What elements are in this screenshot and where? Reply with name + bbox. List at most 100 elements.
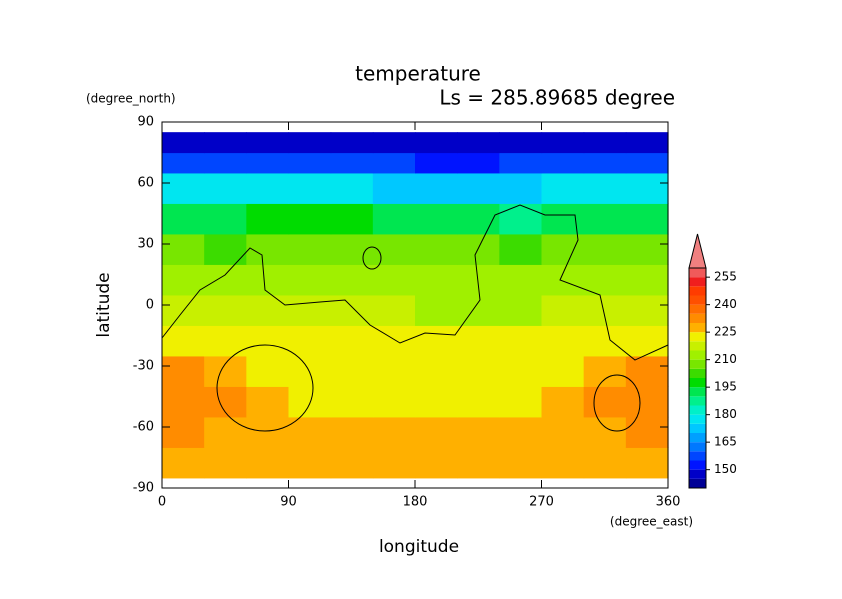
field-cell	[541, 264, 585, 296]
field-cell	[246, 264, 290, 296]
field-cell	[625, 264, 669, 296]
field-cell	[288, 447, 332, 479]
colorbar-box	[689, 478, 706, 488]
field-cell	[162, 386, 205, 418]
y-axis-label: latitude	[94, 272, 114, 337]
colorbar-box	[689, 405, 706, 415]
colorbar-box	[689, 277, 706, 287]
field-cell	[246, 325, 290, 357]
y-unit: (degree_north)	[86, 92, 176, 106]
field-cell	[162, 264, 205, 296]
contour-line	[362, 246, 382, 270]
x-tick-label: 360	[656, 495, 681, 510]
field-cell	[288, 325, 332, 357]
field-cell	[372, 172, 416, 204]
field-cell	[457, 172, 500, 204]
y-tick-label: 60	[137, 176, 154, 191]
field-cell	[457, 325, 500, 357]
field-cell	[583, 203, 627, 235]
field-cell	[457, 152, 500, 174]
field-cell	[162, 447, 205, 479]
field-cell	[625, 355, 669, 387]
colorbar: 150 165 180 195 210 225 240 255	[688, 233, 737, 489]
field-cell	[330, 386, 374, 418]
field-cell	[372, 132, 416, 154]
field-cell	[246, 386, 290, 418]
field-cell	[541, 355, 585, 387]
field-cell	[499, 355, 543, 387]
colorbar-box	[689, 396, 706, 406]
colorbar-tick-label: 210	[714, 352, 737, 366]
field-cell	[372, 447, 416, 479]
colorbar-box	[689, 332, 706, 342]
field-cell	[204, 264, 247, 296]
x-tick-label: 90	[280, 495, 297, 510]
field-cell	[415, 325, 458, 357]
x-tick-label: 270	[529, 495, 554, 510]
colorbar-tick-label: 195	[714, 380, 737, 394]
x-tick-label: 180	[403, 495, 428, 510]
field-cell	[288, 132, 332, 154]
field-cell	[372, 264, 416, 296]
field	[162, 132, 669, 479]
colorbar-tick-label: 225	[714, 325, 737, 339]
field-cell	[162, 325, 205, 357]
field-cell	[246, 172, 290, 204]
field-cell	[415, 233, 458, 265]
field-cell	[204, 233, 247, 265]
field-cell	[415, 264, 458, 296]
y-tick-label: 90	[137, 115, 154, 130]
colorbar-box	[689, 341, 706, 351]
field-cell	[204, 152, 247, 174]
field-cell	[204, 447, 247, 479]
colorbar-tick-label: 240	[714, 297, 737, 311]
field-cell	[330, 264, 374, 296]
colorbar-box	[689, 414, 706, 424]
chart-title: temperature	[355, 62, 481, 86]
field-cell	[372, 416, 416, 448]
field-cell	[499, 294, 543, 326]
topography-contour	[161, 204, 669, 432]
field-cell	[330, 132, 374, 154]
field-cell	[288, 294, 332, 326]
field-cell	[246, 355, 290, 387]
field-cell	[415, 203, 458, 235]
x-unit: (degree_east)	[610, 515, 693, 529]
field-cell	[330, 355, 374, 387]
field-cell	[162, 355, 205, 387]
colorbar-tick-label: 150	[714, 462, 737, 476]
field-cell	[625, 203, 669, 235]
y-tick-label: -30	[133, 359, 154, 374]
field-cell	[330, 294, 374, 326]
field-cell	[246, 203, 290, 235]
field-cell	[457, 132, 500, 154]
field-cell	[541, 294, 585, 326]
field-cell	[415, 386, 458, 418]
field-cell	[162, 172, 205, 204]
field-cell	[541, 132, 585, 154]
field-cell	[583, 152, 627, 174]
field-cell	[204, 172, 247, 204]
field-cell	[288, 416, 332, 448]
y-tick-label: 0	[146, 298, 154, 313]
field-cell	[288, 386, 332, 418]
field-cell	[625, 132, 669, 154]
field-cell	[372, 294, 416, 326]
field-cell	[625, 416, 669, 448]
field-cell	[246, 233, 290, 265]
field-cell	[499, 386, 543, 418]
field-cell	[330, 203, 374, 235]
field-cell	[162, 203, 205, 235]
field-cell	[499, 152, 543, 174]
colorbar-box	[689, 469, 706, 479]
colorbar-box	[689, 387, 706, 397]
field-cell	[330, 447, 374, 479]
field-cell	[457, 355, 500, 387]
field-cell	[330, 152, 374, 174]
field-cell	[246, 416, 290, 448]
colorbar-box	[689, 268, 706, 278]
field-cell	[625, 172, 669, 204]
field-cell	[415, 152, 458, 174]
